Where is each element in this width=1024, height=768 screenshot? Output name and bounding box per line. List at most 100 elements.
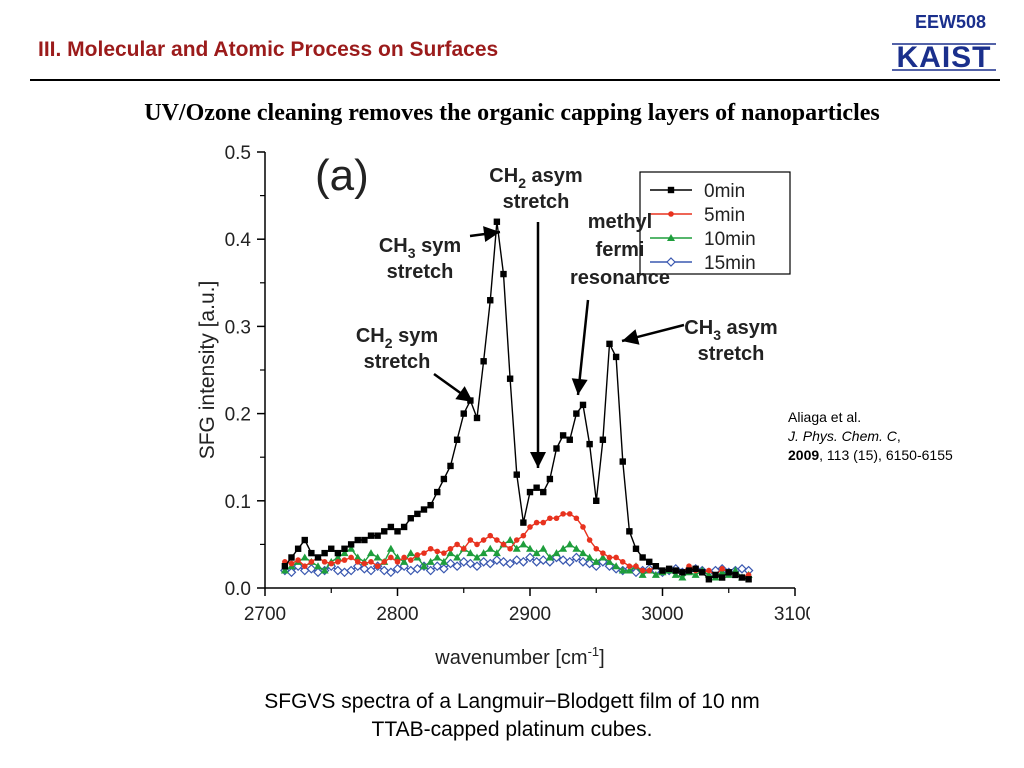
citation: Aliaga et al. J. Phys. Chem. C, 2009, 11… [788,408,968,465]
data-point-10min [651,570,660,578]
data-point-0min [732,571,739,579]
data-point-5min [540,519,547,526]
data-point-5min [328,560,335,567]
data-point-15min [386,567,396,578]
data-point-10min [612,562,621,570]
data-point-15min [578,556,588,567]
citation-details: , 113 (15), 6150-6155 [819,447,953,463]
data-point-15min [458,556,469,567]
data-point-10min [539,544,548,552]
data-point-10min [466,549,475,557]
data-point-0min [579,401,587,409]
data-point-10min [439,557,448,565]
data-point-10min [572,544,581,552]
data-point-0min [672,567,679,574]
data-point-15min [379,565,390,576]
legend-marker-0min [667,186,675,194]
data-point-0min [646,558,653,566]
data-point-0min [361,536,368,544]
data-point-0min [387,523,395,531]
data-point-0min [553,445,560,452]
legend-box [639,171,791,275]
data-point-15min [498,556,509,567]
data-point-10min [671,570,680,578]
data-point-10min [618,566,627,574]
data-point-5min [560,511,566,517]
data-point-15min [352,561,363,572]
data-point-5min [354,559,361,565]
data-point-0min [606,340,613,348]
data-point-5min [566,511,573,517]
data-point-15min [425,565,436,576]
data-point-0min [593,497,600,504]
annotation-label-methyl-fermi-2: resonance [570,267,670,289]
data-point-10min [367,549,375,557]
data-point-10min [280,566,289,574]
data-point-0min [493,218,501,225]
data-point-0min [566,436,573,443]
data-point-0min [440,475,448,483]
data-point-10min [532,549,541,557]
data-point-10min [718,568,727,576]
data-point-10min [545,553,554,561]
data-point-0min [367,532,375,539]
course-code: EEW508 [914,12,986,32]
data-point-10min [433,553,442,561]
data-point-15min [333,565,343,576]
data-point-10min [605,557,614,565]
data-point-10min [585,553,594,561]
data-point-0min [652,563,660,570]
data-point-5min [606,554,613,561]
annotation-arrowhead-ch2-asym [530,452,546,468]
data-point-5min [527,524,533,530]
data-point-0min [281,563,289,570]
annotation-label-ch3-sym: CH3 sym [379,235,461,261]
data-point-0min [427,501,434,509]
data-point-0min [321,549,328,557]
data-point-0min [334,549,342,557]
data-point-10min [340,549,349,557]
data-point-0min [394,528,401,535]
data-point-5min [321,559,328,565]
data-point-0min [712,571,719,579]
data-point-5min [706,567,712,574]
annotation-label-line2-ch2-asym: stretch [503,191,570,213]
data-point-10min [506,536,515,544]
legend-marker-10min [667,234,675,241]
data-point-5min [288,560,295,567]
kaist-logo: KAIST [892,40,996,74]
data-point-5min [474,541,480,548]
data-point-0min [288,554,295,561]
data-point-15min [465,558,476,569]
data-point-0min [381,528,388,535]
y-tick-label: 0.3 [225,317,251,338]
data-point-0min [639,554,646,561]
data-point-10min [333,553,342,561]
data-point-0min [294,545,302,552]
data-point-15min [737,563,747,574]
legend-label-0min: 0min [704,181,745,202]
data-point-5min [646,567,653,574]
citation-authors: Aliaga et al. [788,409,862,425]
data-point-0min [500,270,507,278]
legend-label-10min: 10min [704,229,756,250]
data-point-5min [513,537,520,543]
data-point-0min [692,565,699,573]
legend-marker-5min [668,211,674,217]
data-point-5min [421,550,427,556]
data-point-10min [678,573,687,581]
data-point-15min [306,563,317,574]
data-point-15min [346,565,356,576]
data-point-5min [368,559,374,565]
data-point-0min [520,519,527,526]
data-point-15min [531,556,542,567]
data-point-15min [492,555,502,565]
data-point-0min [328,545,335,552]
data-point-15min [405,565,416,576]
annotation-label-methyl-fermi-0: methyl [588,211,652,233]
annotation-arrowhead-methyl-fermi [571,378,588,395]
data-point-5min [626,563,633,569]
data-point-10min [625,566,634,574]
data-point-10min [393,553,402,561]
figure-caption: SFGVS spectra of a Langmuir−Blodgett fil… [0,688,1024,744]
